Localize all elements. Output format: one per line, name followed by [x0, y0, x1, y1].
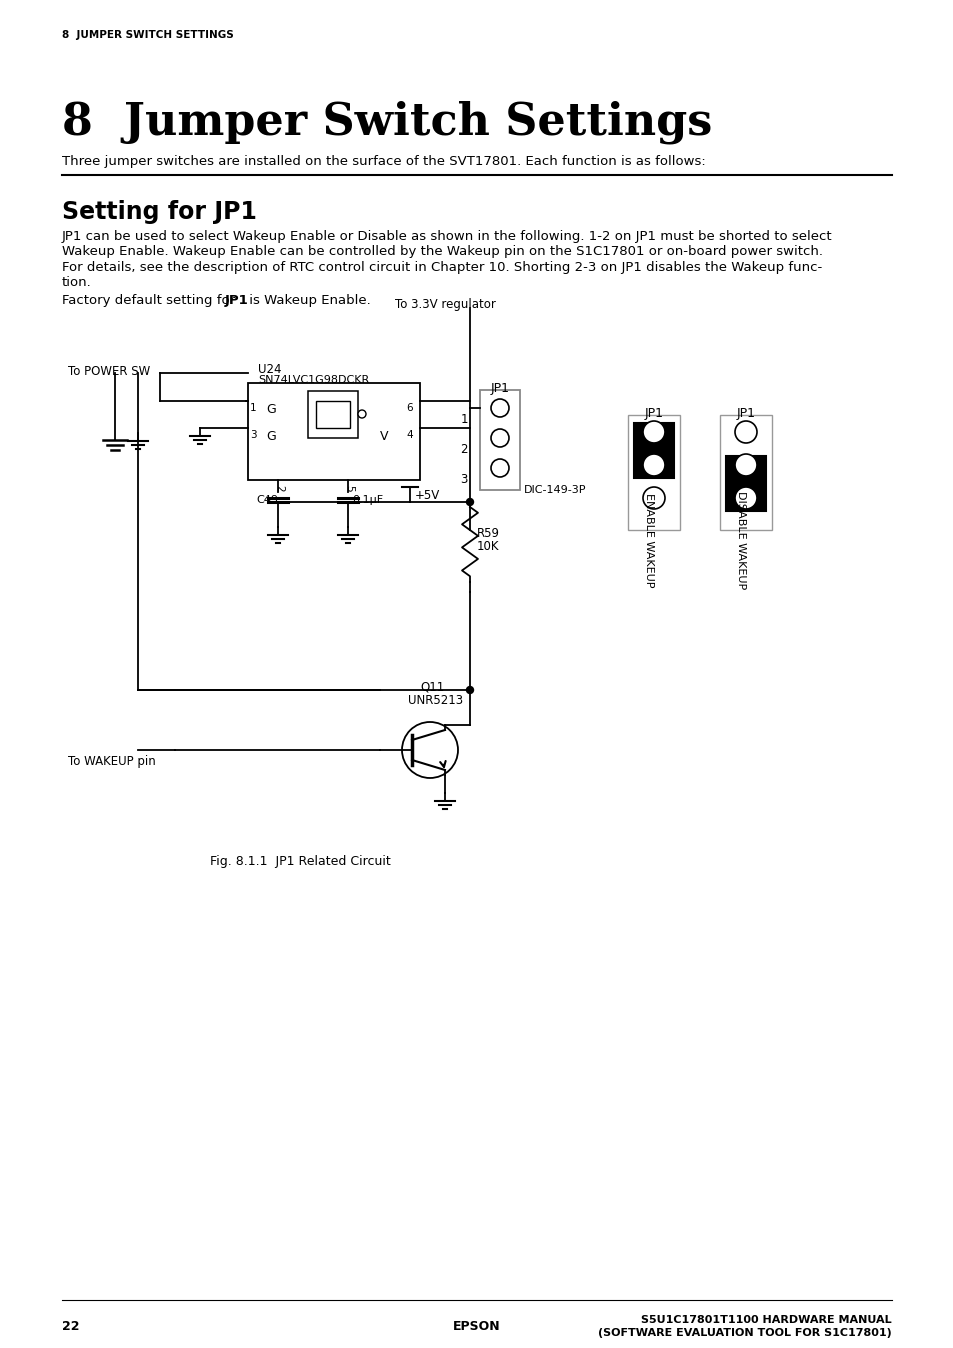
Circle shape [734, 454, 757, 476]
Circle shape [466, 686, 473, 693]
Text: Fig. 8.1.1  JP1 Related Circuit: Fig. 8.1.1 JP1 Related Circuit [210, 855, 390, 868]
Text: 10K: 10K [476, 541, 499, 553]
Text: DISABLE WAKEUP: DISABLE WAKEUP [735, 491, 745, 589]
Text: DIC-149-3P: DIC-149-3P [523, 485, 586, 495]
Bar [308, 391, 357, 438]
Circle shape [357, 410, 366, 418]
Text: 3: 3 [250, 430, 256, 439]
Circle shape [734, 421, 757, 443]
Text: Wakeup Enable. Wakeup Enable can be controlled by the Wakeup pin on the S1C17801: Wakeup Enable. Wakeup Enable can be cont… [62, 245, 822, 259]
Text: Setting for JP1: Setting for JP1 [62, 200, 256, 224]
Text: 3: 3 [460, 473, 468, 487]
Text: 4: 4 [406, 430, 413, 439]
Circle shape [642, 421, 664, 443]
Bar [248, 383, 419, 480]
Text: JP1: JP1 [225, 294, 249, 307]
Text: ENABLE WAKEUP: ENABLE WAKEUP [643, 493, 654, 588]
Text: R59: R59 [476, 527, 499, 541]
Text: 8  JUMPER SWITCH SETTINGS: 8 JUMPER SWITCH SETTINGS [62, 30, 233, 40]
Text: G: G [266, 403, 275, 417]
Text: EPSON: EPSON [453, 1320, 500, 1333]
Text: 2: 2 [274, 485, 284, 492]
Text: JP1: JP1 [644, 407, 662, 421]
Text: 22: 22 [62, 1320, 79, 1333]
Circle shape [401, 723, 457, 778]
Text: 6: 6 [406, 403, 413, 412]
Text: To WAKEUP pin: To WAKEUP pin [68, 755, 155, 768]
Text: 1: 1 [460, 412, 468, 426]
Bar [627, 415, 679, 530]
Text: U24: U24 [257, 363, 281, 376]
Circle shape [466, 499, 473, 506]
Text: SN74LVC1G98DCKR: SN74LVC1G98DCKR [257, 375, 369, 386]
Text: +5V: +5V [415, 489, 439, 501]
Text: 5: 5 [344, 485, 354, 492]
Text: (SOFTWARE EVALUATION TOOL FOR S1C17801): (SOFTWARE EVALUATION TOOL FOR S1C17801) [598, 1328, 891, 1339]
Text: V: V [379, 430, 388, 443]
Text: UNR5213: UNR5213 [408, 694, 462, 706]
Circle shape [734, 487, 757, 510]
Text: Three jumper switches are installed on the surface of the SVT17801. Each functio: Three jumper switches are installed on t… [62, 155, 705, 168]
Bar [720, 415, 771, 530]
Text: Factory default setting for: Factory default setting for [62, 294, 239, 307]
Text: tion.: tion. [62, 276, 91, 290]
Text: To POWER SW: To POWER SW [68, 365, 150, 377]
Text: JP1 can be used to select Wakeup Enable or Disable as shown in the following. 1-: JP1 can be used to select Wakeup Enable … [62, 231, 832, 243]
Circle shape [642, 487, 664, 510]
Text: 0.1μF: 0.1μF [352, 495, 383, 506]
Text: C49: C49 [255, 495, 277, 506]
Circle shape [491, 460, 509, 477]
Text: Q11: Q11 [419, 679, 444, 693]
Text: For details, see the description of RTC control circuit in Chapter 10. Shorting : For details, see the description of RTC … [62, 262, 821, 274]
Bar [315, 400, 350, 429]
Circle shape [491, 399, 509, 417]
Text: 1: 1 [250, 403, 256, 412]
Text: 2: 2 [460, 443, 468, 456]
Text: is Wakeup Enable.: is Wakeup Enable. [245, 294, 371, 307]
Circle shape [491, 429, 509, 448]
Circle shape [642, 454, 664, 476]
Text: To 3.3V regulator: To 3.3V regulator [395, 298, 496, 311]
Bar [479, 390, 519, 491]
Text: JP1: JP1 [490, 381, 509, 395]
Bar [725, 456, 765, 511]
Bar [634, 423, 673, 479]
Text: JP1: JP1 [736, 407, 755, 421]
Text: 8  Jumper Switch Settings: 8 Jumper Switch Settings [62, 100, 712, 143]
Text: S5U1C17801T1100 HARDWARE MANUAL: S5U1C17801T1100 HARDWARE MANUAL [640, 1316, 891, 1325]
Text: G: G [266, 430, 275, 443]
